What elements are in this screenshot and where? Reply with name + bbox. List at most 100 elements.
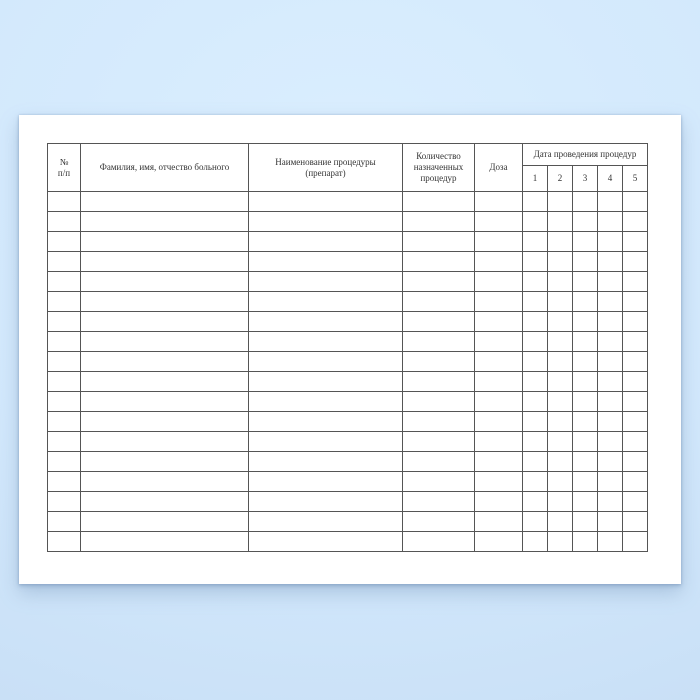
table-cell-empty <box>572 231 598 252</box>
table-cell-empty <box>402 191 475 212</box>
table-cell-empty <box>47 211 81 232</box>
table-cell-empty <box>80 311 249 332</box>
col-header-date-4: 4 <box>597 165 623 192</box>
table-row <box>47 431 649 452</box>
col-header-date-3: 3 <box>572 165 598 192</box>
table-cell-empty <box>248 491 403 512</box>
table-row <box>47 291 649 312</box>
col-header-number-line2: п/п <box>57 167 71 178</box>
table-cell-empty <box>621 271 649 292</box>
table-cell-empty <box>572 271 598 292</box>
table-cell-empty <box>474 391 523 412</box>
table-row <box>47 411 649 432</box>
table-row <box>47 331 649 352</box>
table-cell-empty <box>47 511 81 532</box>
table-cell-empty <box>547 531 573 552</box>
table-cell-empty <box>547 371 573 392</box>
table-cell-empty <box>597 191 623 212</box>
table-cell-empty <box>597 511 623 532</box>
table-cell-empty <box>597 351 623 372</box>
table-cell-empty <box>572 211 598 232</box>
table-cell-empty <box>522 511 548 532</box>
table-row <box>47 311 649 332</box>
table-cell-empty <box>621 231 649 252</box>
table-cell-empty <box>474 411 523 432</box>
col-header-procedure-name: Наименование процедуры (препарат) <box>248 143 403 192</box>
table-cell-empty <box>572 431 598 452</box>
table-cell-empty <box>621 251 649 272</box>
table-cell-empty <box>248 231 403 252</box>
table-cell-empty <box>522 211 548 232</box>
table-cell-empty <box>47 411 81 432</box>
table-cell-empty <box>547 231 573 252</box>
table-cell-empty <box>597 491 623 512</box>
table-cell-empty <box>522 191 548 212</box>
table-cell-empty <box>547 491 573 512</box>
table-row <box>47 231 649 252</box>
table-cell-empty <box>248 291 403 312</box>
table-cell-empty <box>572 511 598 532</box>
table-cell-empty <box>47 471 81 492</box>
table-cell-empty <box>572 491 598 512</box>
header-row-top: № п/п Фамилия, имя, отчество больного На… <box>47 143 649 192</box>
table-cell-empty <box>572 291 598 312</box>
table-cell-empty <box>621 331 649 352</box>
table-cell-empty <box>47 331 81 352</box>
table-cell-empty <box>474 471 523 492</box>
table-cell-empty <box>572 251 598 272</box>
table-cell-empty <box>547 191 573 212</box>
table-cell-empty <box>522 331 548 352</box>
table-cell-empty <box>47 391 81 412</box>
table-cell-empty <box>80 511 249 532</box>
table-cell-empty <box>80 391 249 412</box>
table-cell-empty <box>547 251 573 272</box>
table-cell-empty <box>621 291 649 312</box>
table-row <box>47 271 649 292</box>
table-cell-empty <box>621 191 649 212</box>
table-cell-empty <box>597 291 623 312</box>
col-header-number: № п/п <box>47 143 81 192</box>
table-cell-empty <box>248 331 403 352</box>
table-cell-empty <box>572 451 598 472</box>
table-cell-empty <box>597 331 623 352</box>
table-cell-empty <box>80 531 249 552</box>
table-cell-empty <box>597 391 623 412</box>
table-cell-empty <box>80 371 249 392</box>
table-cell-empty <box>474 511 523 532</box>
table-cell-empty <box>47 251 81 272</box>
col-header-procedure-name-line1: Наименование процедуры <box>275 156 376 167</box>
col-header-procedures-count: Количество назначенных процедур <box>402 143 475 192</box>
table-cell-empty <box>80 211 249 232</box>
table-cell-empty <box>474 251 523 272</box>
table-header: № п/п Фамилия, имя, отчество больного На… <box>47 143 649 192</box>
table-cell-empty <box>547 511 573 532</box>
table-cell-empty <box>474 351 523 372</box>
table-row <box>47 511 649 532</box>
table-cell-empty <box>597 451 623 472</box>
table-cell-empty <box>402 251 475 272</box>
table-cell-empty <box>547 331 573 352</box>
table-cell-empty <box>572 331 598 352</box>
table-cell-empty <box>474 531 523 552</box>
table-cell-empty <box>522 531 548 552</box>
table-cell-empty <box>47 351 81 372</box>
header-row-dates: 1 2 3 4 5 <box>48 165 649 192</box>
table-cell-empty <box>248 471 403 492</box>
table-cell-empty <box>402 411 475 432</box>
table-cell-empty <box>597 411 623 432</box>
table-row <box>47 251 649 272</box>
col-header-dose: Доза <box>474 143 523 192</box>
table-cell-empty <box>248 271 403 292</box>
form-page: № п/п Фамилия, имя, отчество больного На… <box>19 115 681 584</box>
table-row <box>47 451 649 472</box>
table-cell-empty <box>47 291 81 312</box>
table-row <box>47 471 649 492</box>
table-cell-empty <box>474 211 523 232</box>
table-cell-empty <box>621 491 649 512</box>
table-cell-empty <box>402 531 475 552</box>
table-cell-empty <box>248 371 403 392</box>
table-cell-empty <box>402 311 475 332</box>
table-cell-empty <box>621 471 649 492</box>
table-cell-empty <box>522 371 548 392</box>
table-cell-empty <box>80 331 249 352</box>
